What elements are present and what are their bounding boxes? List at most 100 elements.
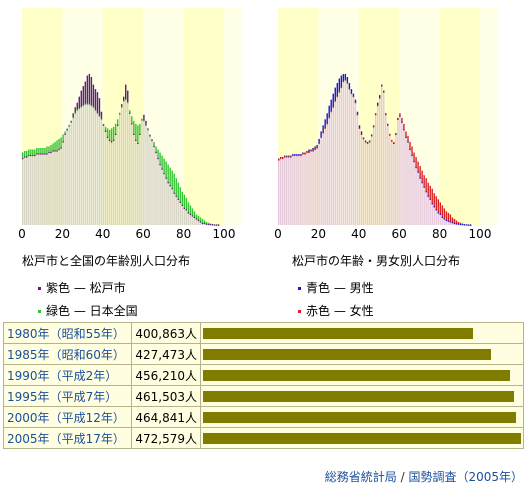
- chart-right-bar: [383, 92, 385, 226]
- chart-right-bar: [346, 83, 349, 225]
- chart-left-bar-cap: [135, 139, 137, 142]
- chart-left-bar: [56, 151, 58, 225]
- chart-right-bar: [381, 86, 383, 225]
- chart-right-bar: [401, 122, 403, 225]
- chart-left-bar-top: [167, 164, 169, 183]
- chart-right-bar-cap: [348, 88, 351, 90]
- chart-right-bar-top: [302, 152, 304, 155]
- year-link[interactable]: 2000年: [7, 410, 50, 425]
- chart-right-bar-cap: [356, 114, 359, 116]
- chart-left-bar: [129, 113, 131, 225]
- chart-left-bar-cap: [106, 136, 109, 139]
- chart-left-bar: [84, 104, 87, 225]
- year-link[interactable]: 1980年: [7, 326, 50, 341]
- chart-right-bar: [300, 155, 302, 225]
- chart-right-bar: [336, 96, 338, 226]
- chart-right-bar-cap: [324, 127, 326, 129]
- chart-right-bar-cap: [310, 150, 312, 152]
- chart-right-bar: [324, 128, 326, 225]
- chart-left-bar-top: [127, 90, 129, 103]
- chart-right-bar-top: [354, 99, 357, 103]
- chart-left-bar: [199, 221, 202, 225]
- chart-left-bar-top: [193, 211, 196, 218]
- chart-right-bar: [288, 157, 290, 225]
- chart-left-bar-top: [38, 147, 40, 155]
- chart-right-bar: [376, 105, 379, 225]
- year-link[interactable]: 2005年: [7, 431, 50, 446]
- chart-right-band: [439, 8, 480, 225]
- era-year: 60年）: [85, 347, 125, 362]
- chart-right-bar: [423, 187, 425, 225]
- era-link[interactable]: 昭和: [61, 326, 86, 341]
- era-link[interactable]: 平成: [61, 410, 86, 425]
- chart-right-bar-top: [298, 154, 300, 156]
- chart-left-bar-cap: [207, 223, 210, 226]
- population-bar: [203, 327, 473, 339]
- chart-right-bar: [429, 199, 431, 225]
- chart-right-bar-top: [415, 157, 417, 168]
- chart-left-bar-top: [191, 208, 194, 216]
- source-note: 総務省統計局 / 国勢調査（2005年）: [325, 468, 523, 485]
- chart-right-bar-cap: [288, 156, 290, 158]
- chart-left-bar-cap: [118, 112, 121, 114]
- chart-right-bar-top: [346, 77, 349, 84]
- source-census-link[interactable]: 国勢調査: [408, 470, 457, 484]
- chart-left-bar-top: [32, 149, 34, 156]
- chart-left-bar-top: [120, 104, 123, 108]
- chart-left-bar: [74, 113, 76, 225]
- chart-left-bar: [159, 164, 161, 225]
- era-link[interactable]: 昭和: [61, 347, 86, 362]
- chart-right-bar: [328, 117, 330, 225]
- chart-right-bar-cap: [387, 124, 389, 126]
- chart-left-bar: [165, 178, 167, 225]
- year-link[interactable]: 1990年: [7, 368, 50, 383]
- population-bar: [203, 369, 510, 381]
- chart-right-bar: [409, 149, 411, 225]
- chart-left-bar-cap: [100, 118, 103, 120]
- chart-left-bar-cap: [193, 216, 196, 219]
- chart-left-bar-top: [70, 120, 72, 123]
- source-separator: /: [400, 470, 405, 484]
- era-link[interactable]: 平成: [61, 368, 86, 383]
- chart-right-bar: [427, 196, 429, 225]
- chart-left-bar-cap: [48, 151, 50, 154]
- chart-left-bar: [26, 157, 28, 225]
- chart-right-bar: [278, 160, 280, 225]
- era-link[interactable]: 平成: [61, 431, 86, 446]
- chart-right-bar: [312, 151, 314, 225]
- chart-right-bar: [445, 220, 448, 225]
- chart-left-bar-cap: [205, 223, 208, 225]
- chart-right-bar-top: [425, 178, 427, 192]
- chart-left-bar: [193, 217, 196, 225]
- era-open: （: [49, 389, 62, 404]
- chart-left-bar-cap: [70, 121, 72, 123]
- chart-left-bar-top: [28, 149, 30, 156]
- chart-left-bar-cap: [52, 150, 54, 152]
- chart-left-tick-label: 60: [136, 227, 151, 241]
- chart-left-bar-top: [74, 107, 76, 114]
- chart-left-bar-top: [60, 137, 62, 148]
- chart-right-title: 松戸市の年齢・男女別人口分布: [292, 254, 461, 268]
- source-agency-link[interactable]: 総務省統計局: [324, 470, 397, 484]
- chart-left-bar-cap: [129, 112, 131, 114]
- year-link[interactable]: 1995年: [7, 389, 50, 404]
- chart-left-bar-top: [106, 128, 109, 138]
- chart-right-bar-top: [284, 155, 286, 158]
- chart-left-bar-top: [131, 116, 133, 124]
- population-value: 461,503人: [131, 385, 201, 407]
- chart-right-bar-top: [385, 113, 387, 115]
- chart-right-bar-cap: [304, 153, 306, 155]
- chart-left-bar-top: [114, 123, 117, 135]
- chart-right-bar-cap: [439, 213, 442, 216]
- chart-right-bar-cap: [389, 133, 391, 135]
- chart-left-bar: [92, 107, 95, 225]
- chart-right-bar-top: [459, 222, 462, 225]
- chart-left-bar: [118, 113, 121, 225]
- bar-cell: [200, 385, 524, 407]
- chart-right-bar-cap: [397, 118, 399, 120]
- era-link[interactable]: 平成: [61, 389, 86, 404]
- chart-right-bar: [387, 125, 389, 225]
- year-link[interactable]: 1985年: [7, 347, 50, 362]
- chart-right-bar: [449, 221, 452, 225]
- chart-left-bar-cap: [58, 148, 60, 151]
